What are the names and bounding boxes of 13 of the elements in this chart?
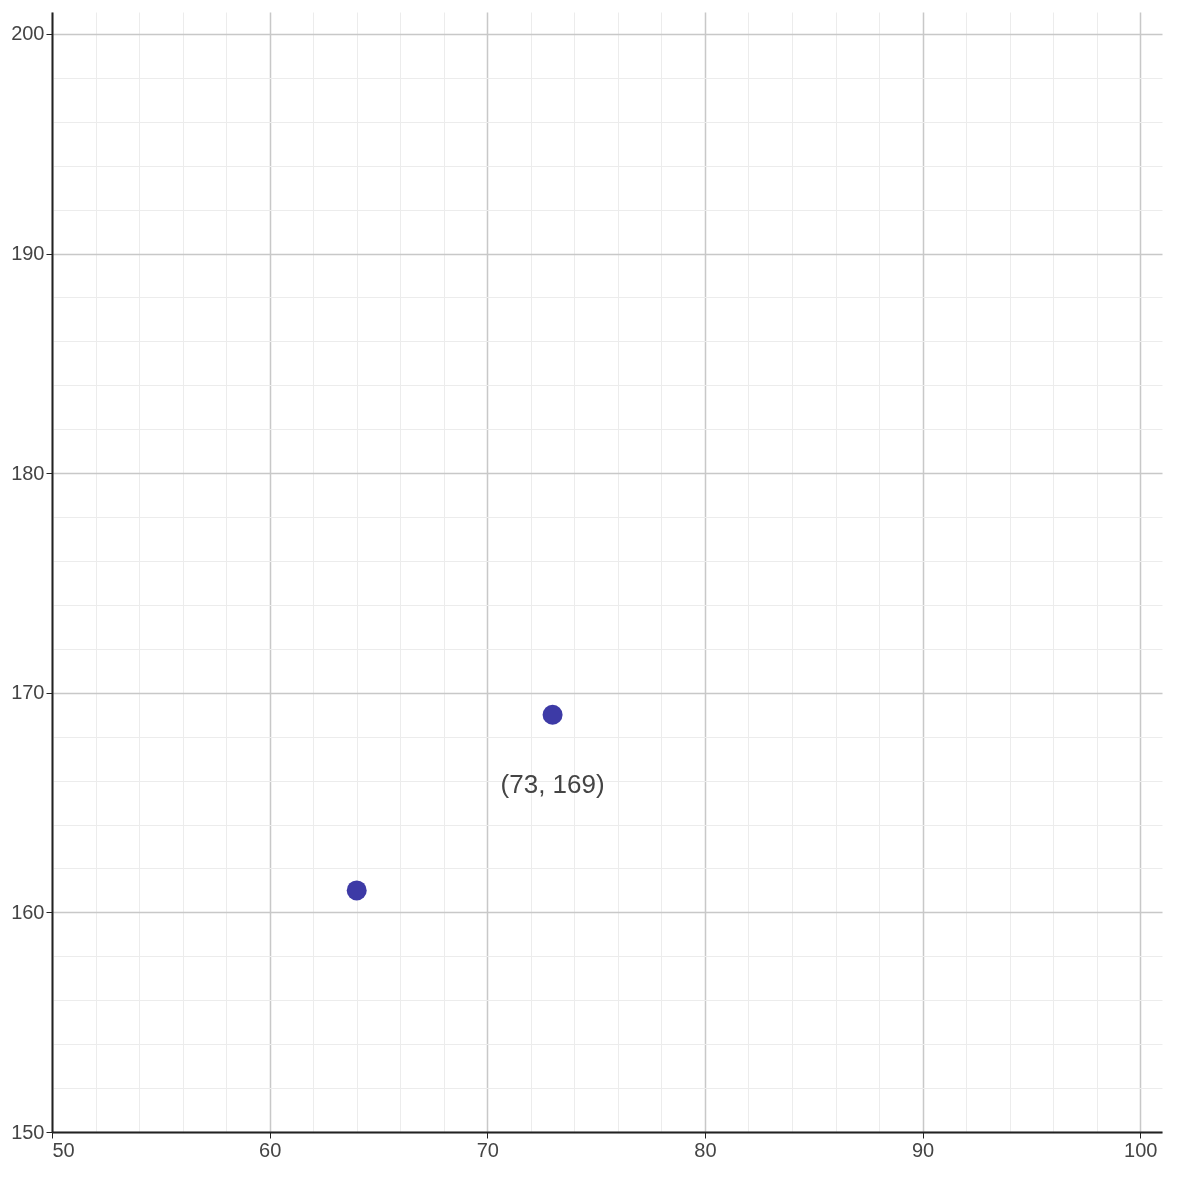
y-tick-label: 170: [11, 681, 45, 704]
annotation: (73, 169): [500, 768, 605, 799]
y-tick-label: 200: [11, 22, 45, 45]
x-tick-label: 70: [476, 1138, 499, 1161]
x-tick-label: 60: [259, 1138, 282, 1161]
y-tick-label: 160: [11, 900, 45, 923]
y-tick-label: 150: [11, 1120, 45, 1143]
y-tick-label: 190: [11, 242, 45, 265]
x-tick-label: 80: [694, 1138, 717, 1161]
x-tick-label: 90: [911, 1138, 935, 1161]
y-tick-label: 180: [11, 461, 45, 484]
x-tick-label: 50: [52, 1138, 75, 1161]
x-tick-label: 100: [1124, 1138, 1158, 1161]
